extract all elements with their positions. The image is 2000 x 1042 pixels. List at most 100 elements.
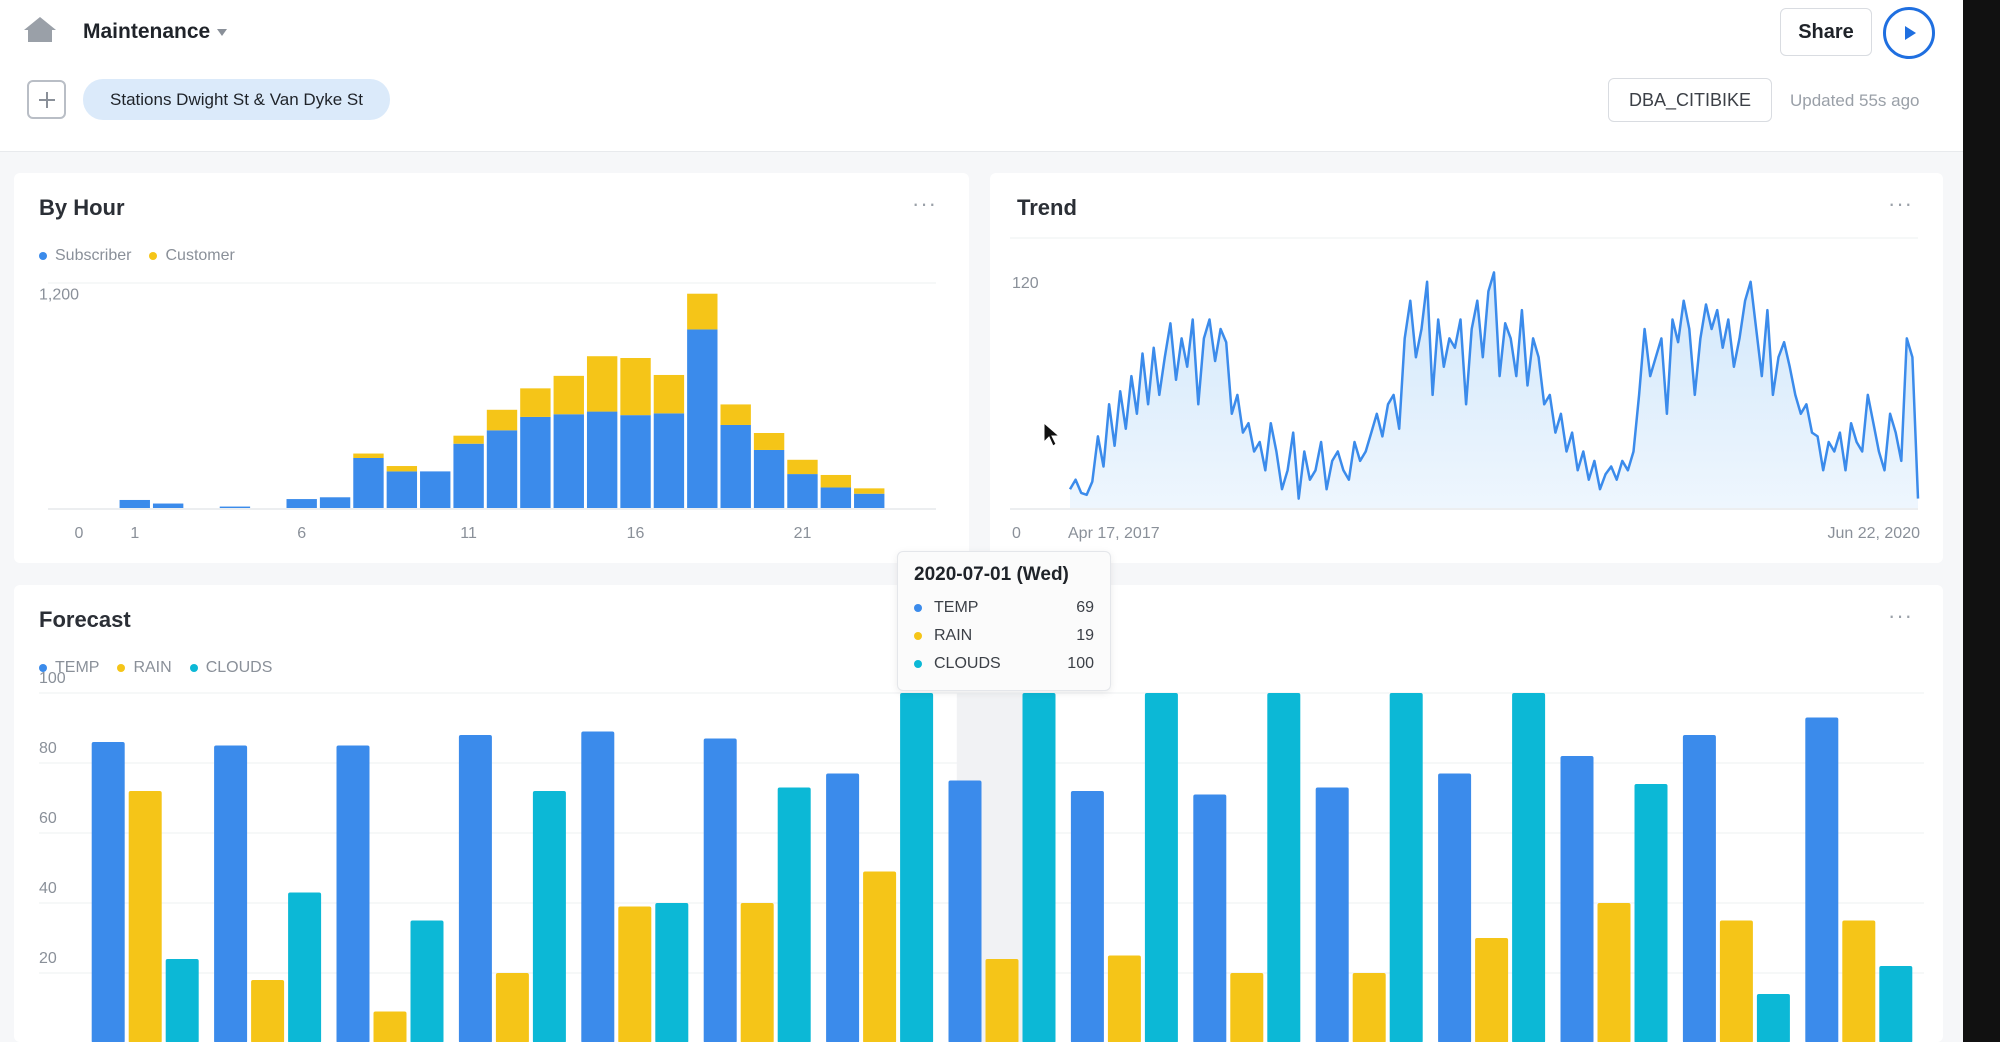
bar-customer — [820, 474, 852, 488]
bar-customer — [687, 293, 718, 330]
bar-subscriber — [753, 449, 785, 508]
bar-subscriber — [720, 424, 751, 508]
bar-subscriber — [787, 474, 818, 508]
bar-subscriber — [453, 443, 484, 508]
chevron-down-icon[interactable] — [215, 26, 229, 38]
legend-label: CLOUDS — [205, 659, 273, 676]
bar-clouds — [900, 693, 934, 1042]
legend-item-customer[interactable]: Customer — [149, 247, 235, 265]
bar-temp — [703, 738, 737, 1042]
y-tick-label: 1,200 — [39, 287, 79, 304]
bar-rain — [373, 1011, 407, 1042]
x-tick-label: 6 — [297, 525, 306, 542]
bar-rain — [251, 980, 285, 1042]
dashboard-name[interactable]: Maintenance — [83, 20, 211, 43]
bar-clouds — [410, 920, 444, 1042]
tooltip-row-temp: TEMP 69 — [914, 594, 1094, 622]
x-tick-label: 16 — [627, 525, 645, 542]
bar-subscriber — [353, 458, 384, 508]
bar-customer — [787, 459, 818, 475]
bar-subscriber — [820, 487, 852, 508]
bar-clouds — [1634, 784, 1668, 1042]
bar-rain — [1107, 955, 1141, 1042]
bar-clouds — [655, 903, 689, 1042]
tooltip-value: 100 — [1067, 655, 1094, 672]
bar-rain — [1230, 973, 1264, 1042]
share-button[interactable]: Share — [1780, 8, 1872, 56]
bar-customer — [753, 433, 785, 450]
trend-card: Trend ··· 0 120 Apr 17, 2017 Jun 22, 2020 — [990, 173, 1943, 563]
bar-clouds — [1512, 693, 1546, 1042]
card-title: Forecast — [39, 607, 131, 632]
bar-clouds — [165, 959, 199, 1042]
x-tick-label: Apr 17, 2017 — [1068, 525, 1160, 542]
bar-customer — [854, 488, 885, 494]
bar-temp — [826, 773, 860, 1042]
card-title: Trend — [1017, 195, 1077, 220]
bar-temp — [1560, 756, 1594, 1042]
bar-temp — [1805, 717, 1839, 1042]
bar-rain — [985, 959, 1019, 1042]
bar-subscriber — [620, 415, 651, 508]
bar-clouds — [532, 791, 566, 1042]
home-icon[interactable] — [22, 14, 58, 44]
legend-label: TEMP — [55, 659, 100, 676]
y-tick-label: 60 — [39, 810, 57, 827]
bar-subscriber — [653, 413, 685, 508]
bar-temp — [336, 745, 370, 1042]
station-filter-chip[interactable]: Stations Dwight St & Van Dyke St — [83, 79, 390, 120]
bar-subscriber — [520, 416, 551, 508]
legend-item-clouds[interactable]: CLOUDS — [189, 659, 273, 677]
legend-label: RAIN — [133, 659, 172, 676]
y-tick-label: 120 — [1012, 275, 1039, 292]
x-tick-label: 1 — [130, 525, 139, 542]
forecast-tooltip: 2020-07-01 (Wed) TEMP 69 RAIN 19 CLOUDS 100 — [897, 551, 1111, 691]
bar-subscriber — [152, 503, 184, 508]
bar-temp — [91, 742, 125, 1042]
bar-clouds — [1756, 994, 1790, 1042]
bar-temp — [1315, 787, 1349, 1042]
bar-rain — [128, 791, 162, 1042]
bar-subscriber — [386, 471, 418, 508]
tooltip-value: 19 — [1076, 627, 1094, 644]
bar-subscriber — [586, 411, 618, 508]
bar-customer — [386, 466, 418, 472]
y-tick-label: 0 — [1012, 525, 1021, 542]
bar-customer — [486, 409, 518, 431]
play-icon — [1905, 26, 1916, 40]
x-tick-label: 11 — [460, 525, 477, 542]
bar-rain — [1352, 973, 1386, 1042]
bar-clouds — [1879, 966, 1913, 1042]
chart-legend: Subscriber Customer — [39, 247, 235, 265]
bar-customer — [520, 388, 551, 417]
bar-customer — [586, 356, 618, 412]
tooltip-label: TEMP — [934, 599, 979, 616]
chart-legend: TEMP RAIN CLOUDS — [39, 659, 272, 677]
more-icon[interactable]: ··· — [1888, 191, 1913, 216]
trend-chart[interactable]: 0 120 Apr 17, 2017 Jun 22, 2020 — [990, 173, 1943, 563]
bar-subscriber — [286, 499, 317, 508]
y-tick-label: 80 — [39, 740, 57, 757]
dashboard-header: Maintenance Share Stations Dwight St & V… — [0, 0, 1963, 152]
more-icon[interactable]: ··· — [1888, 603, 1913, 628]
y-tick-label: 100 — [39, 670, 66, 687]
y-tick-label: 40 — [39, 880, 57, 897]
bar-subscriber — [119, 499, 150, 508]
tooltip-label: CLOUDS — [934, 655, 1001, 672]
legend-item-temp[interactable]: TEMP — [39, 659, 99, 677]
window-edge — [1963, 0, 2000, 1042]
tooltip-value: 69 — [1076, 599, 1094, 616]
more-icon[interactable]: ··· — [912, 191, 937, 216]
database-badge[interactable]: DBA_CITIBIKE — [1608, 78, 1772, 122]
plus-icon — [38, 91, 55, 108]
play-button[interactable] — [1883, 7, 1935, 59]
bar-clouds — [288, 892, 322, 1042]
legend-item-rain[interactable]: RAIN — [117, 659, 172, 677]
trend-line — [1068, 271, 1920, 500]
forecast-chart[interactable]: 20 40 60 80 100 — [14, 585, 1943, 1042]
legend-item-subscriber[interactable]: Subscriber — [39, 247, 131, 265]
add-filter-button[interactable] — [27, 80, 66, 119]
by-hour-card: By Hour ··· Subscriber Customer 1,200 0 1 6… — [14, 173, 969, 563]
bar-temp — [948, 780, 982, 1042]
